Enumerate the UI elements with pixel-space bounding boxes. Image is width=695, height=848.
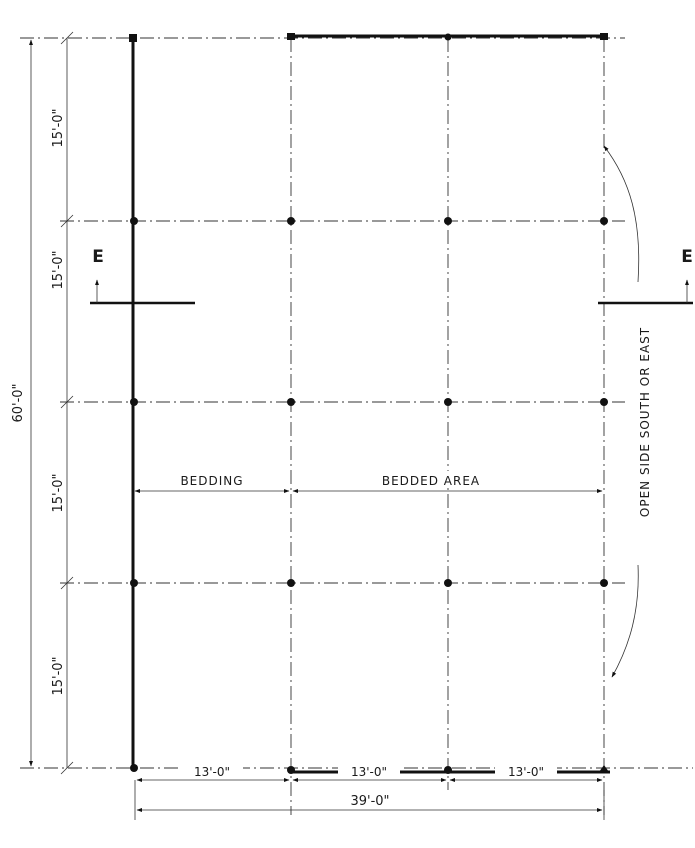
bay-width-label-1: 13'-0": [194, 765, 230, 779]
open-side-note: OPEN SIDE SOUTH OR EAST: [603, 145, 652, 678]
post: [287, 766, 295, 774]
label-background: [181, 764, 243, 778]
post: [129, 34, 137, 42]
walls: [131, 34, 610, 774]
post: [130, 398, 138, 406]
overall-depth-dimension: 60'-0": [11, 39, 33, 767]
post: [130, 579, 138, 587]
label-background: [338, 764, 400, 778]
post: [599, 765, 609, 772]
post: [130, 217, 138, 225]
section-mark-left: E: [92, 247, 104, 267]
bay-depth-label-1: 15'-0": [51, 108, 66, 147]
bay-depth-label-2: 15'-0": [51, 250, 66, 289]
post: [600, 33, 608, 40]
post: [287, 579, 295, 587]
open-side-arrow-bottom: [611, 564, 639, 678]
open-side-label: OPEN SIDE SOUTH OR EAST: [638, 327, 652, 517]
bay-depth-label-3: 15'-0": [51, 473, 66, 512]
post: [287, 398, 295, 406]
label-background: [368, 471, 494, 487]
section-mark-right: E: [681, 247, 693, 267]
bedding-label: BEDDING: [180, 474, 243, 488]
post: [287, 33, 295, 40]
dimension-tick: [60, 761, 74, 775]
overall-width-label: 39'-0": [350, 794, 389, 809]
open-side-arrow-top: [603, 145, 640, 283]
bay-depth-dimensions: 15'-0" 15'-0" 15'-0" 15'-0": [51, 31, 74, 775]
posts: [129, 33, 609, 774]
post: [444, 766, 452, 774]
post: [444, 217, 452, 225]
dimension-tick: [60, 31, 74, 45]
dimension-tick: [60, 214, 74, 228]
post: [600, 579, 608, 587]
horizontal-grid-lines: [20, 37, 693, 769]
dimension-tick: [60, 576, 74, 590]
section-cut-e: E E: [90, 247, 693, 305]
bay-depth-label-4: 15'-0": [51, 656, 66, 695]
post: [130, 764, 138, 772]
overall-width-dimension: 39'-0": [136, 792, 603, 812]
post: [444, 33, 452, 41]
vertical-grid-lines: [290, 38, 605, 815]
post: [444, 579, 452, 587]
bay-width-dimensions: 13'-0" 13'-0" 13'-0": [134, 764, 605, 820]
label-background: [332, 792, 408, 808]
dimension-tick: [60, 395, 74, 409]
post: [600, 217, 608, 225]
bay-width-label-2: 13'-0": [351, 765, 387, 779]
area-labels: BEDDING BEDDED AREA: [134, 471, 603, 493]
bedded-area-label: BEDDED AREA: [382, 474, 480, 488]
post: [287, 217, 295, 225]
post: [444, 398, 452, 406]
overall-depth-label: 60'-0": [11, 383, 26, 422]
bay-width-label-3: 13'-0": [508, 765, 544, 779]
label-background: [166, 471, 258, 487]
label-background: [495, 764, 557, 778]
post: [600, 398, 608, 406]
